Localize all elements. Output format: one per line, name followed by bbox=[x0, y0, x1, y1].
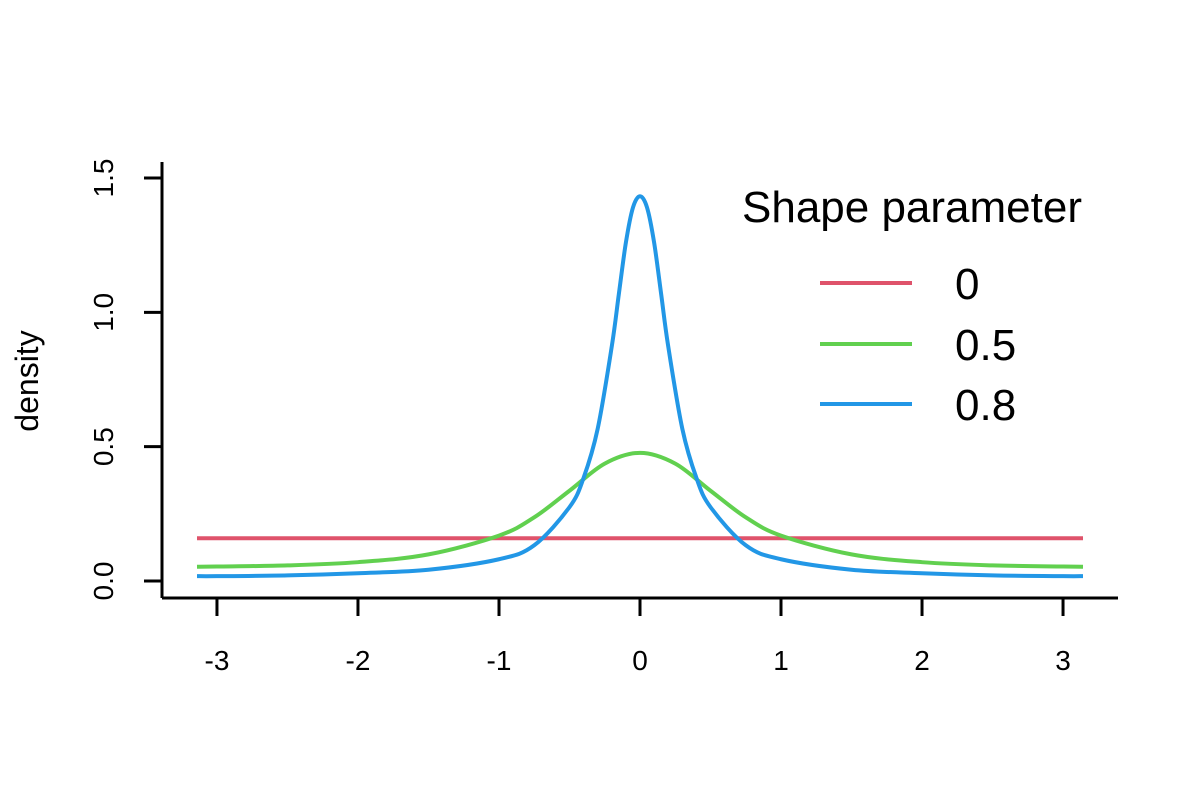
x-tick-label: -3 bbox=[205, 645, 230, 676]
x-tick-label: 1 bbox=[773, 645, 789, 676]
series-line-1 bbox=[196, 450, 1084, 569]
x-tick-label: 0 bbox=[632, 645, 648, 676]
legend: Shape parameter 0 0.5 0.8 bbox=[742, 183, 1082, 430]
series-layer bbox=[196, 194, 1084, 579]
x-tick-label: 3 bbox=[1055, 645, 1071, 676]
legend-label-2: 0.8 bbox=[955, 381, 1016, 430]
legend-label-0: 0 bbox=[955, 260, 979, 309]
legend-title: Shape parameter bbox=[742, 183, 1082, 232]
y-axis-title: density bbox=[9, 330, 45, 431]
x-tick-label: -1 bbox=[487, 645, 512, 676]
legend-label-1: 0.5 bbox=[955, 321, 1016, 370]
series-line-2 bbox=[196, 194, 1084, 579]
y-tick-label: 1.0 bbox=[88, 293, 119, 332]
y-tick-label: 0.5 bbox=[88, 427, 119, 466]
y-tick-label: 1.5 bbox=[88, 159, 119, 198]
x-tick-label: 2 bbox=[914, 645, 930, 676]
x-tick-label: -2 bbox=[346, 645, 371, 676]
axes-layer: -3 -2 -1 0 1 2 3 0.0 0.5 1.0 1.5 bbox=[88, 159, 1118, 676]
y-tick-label: 0.0 bbox=[88, 562, 119, 601]
